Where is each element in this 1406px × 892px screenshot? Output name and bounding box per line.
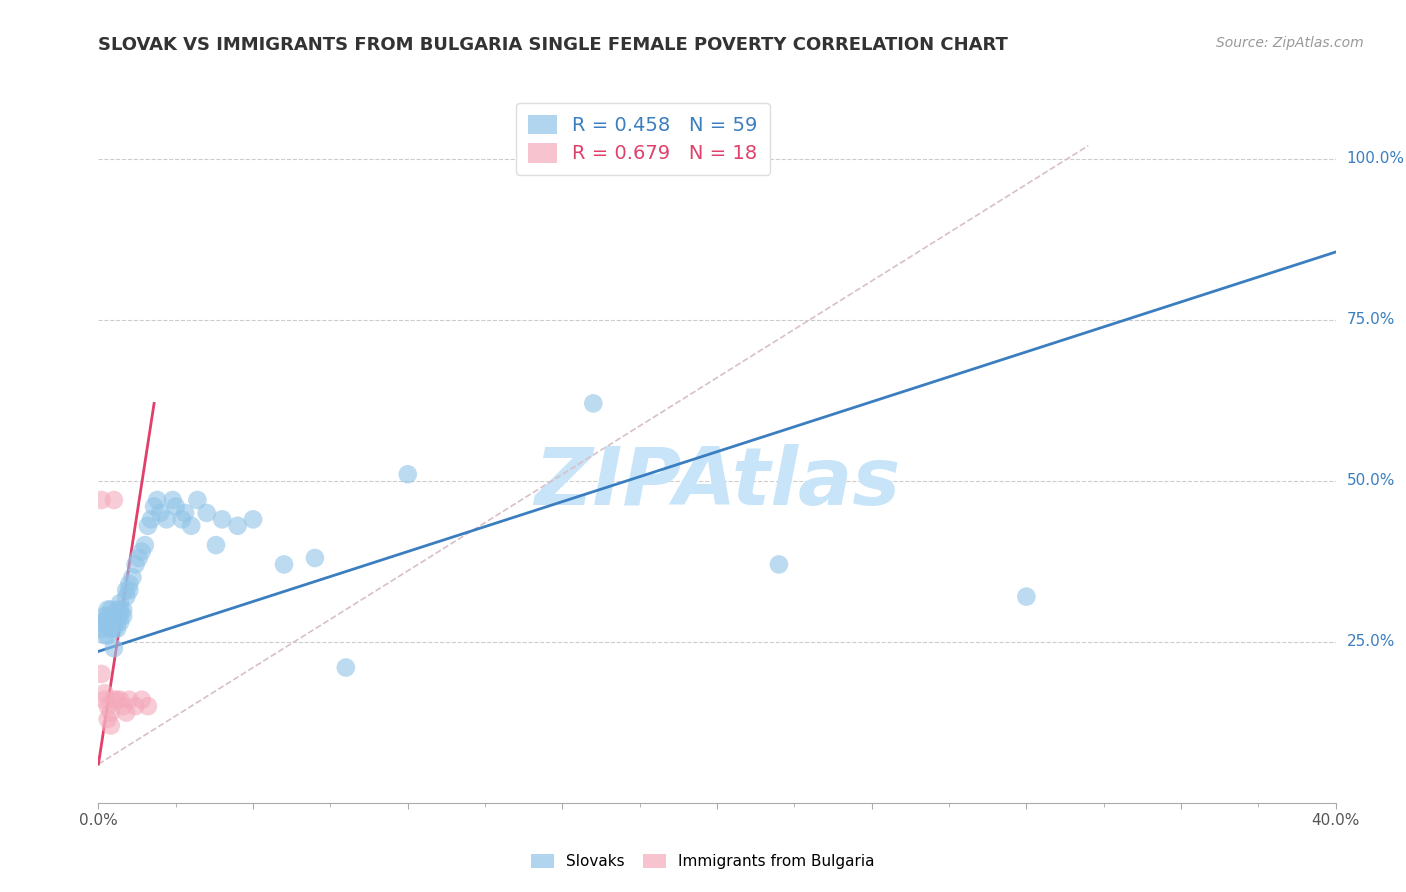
Point	[105, 615, 128, 630]
Point	[100, 706, 122, 720]
Point	[90, 493, 112, 508]
Point	[97, 609, 120, 624]
Point	[97, 712, 120, 726]
Point	[105, 609, 128, 624]
Point	[131, 544, 153, 558]
Point	[93, 692, 115, 706]
Point	[108, 615, 131, 630]
Point	[128, 551, 150, 566]
Point	[112, 609, 135, 624]
Point	[108, 692, 131, 706]
Point	[273, 558, 295, 572]
Point	[195, 506, 218, 520]
Point	[242, 512, 264, 526]
Point	[103, 609, 125, 624]
Point	[582, 396, 605, 410]
Point	[149, 506, 172, 520]
Point	[768, 558, 790, 572]
Point	[100, 718, 122, 732]
Point	[93, 686, 115, 700]
Point	[165, 500, 187, 514]
Point	[100, 615, 122, 630]
Point	[1015, 590, 1038, 604]
Point	[93, 628, 115, 642]
Point	[146, 493, 169, 508]
Text: 100.0%: 100.0%	[1347, 151, 1405, 166]
Point	[90, 667, 112, 681]
Point	[136, 699, 159, 714]
Point	[103, 493, 125, 508]
Point	[115, 590, 138, 604]
Legend: R = 0.458   N = 59, R = 0.679   N = 18: R = 0.458 N = 59, R = 0.679 N = 18	[516, 103, 769, 175]
Point	[304, 551, 326, 566]
Point	[90, 615, 112, 630]
Point	[143, 500, 166, 514]
Point	[97, 699, 120, 714]
Point	[124, 558, 146, 572]
Text: 25.0%: 25.0%	[1347, 634, 1395, 649]
Point	[121, 570, 143, 584]
Point	[93, 609, 115, 624]
Point	[118, 576, 141, 591]
Point	[108, 602, 131, 616]
Point	[211, 512, 233, 526]
Point	[396, 467, 419, 482]
Point	[134, 538, 156, 552]
Point	[186, 493, 208, 508]
Point	[180, 518, 202, 533]
Point	[118, 692, 141, 706]
Point	[124, 699, 146, 714]
Point	[205, 538, 228, 552]
Point	[118, 583, 141, 598]
Point	[139, 512, 162, 526]
Point	[174, 506, 197, 520]
Point	[115, 706, 138, 720]
Text: SLOVAK VS IMMIGRANTS FROM BULGARIA SINGLE FEMALE POVERTY CORRELATION CHART: SLOVAK VS IMMIGRANTS FROM BULGARIA SINGL…	[98, 36, 1008, 54]
Point	[93, 615, 115, 630]
Point	[105, 692, 128, 706]
Point	[108, 609, 131, 624]
Point	[90, 622, 112, 636]
Text: 75.0%: 75.0%	[1347, 312, 1395, 327]
Point	[103, 615, 125, 630]
Point	[136, 518, 159, 533]
Point	[97, 602, 120, 616]
Point	[103, 641, 125, 656]
Point	[100, 602, 122, 616]
Point	[170, 512, 193, 526]
Point	[162, 493, 184, 508]
Point	[105, 622, 128, 636]
Point	[115, 583, 138, 598]
Point	[131, 692, 153, 706]
Point	[112, 699, 135, 714]
Text: Source: ZipAtlas.com: Source: ZipAtlas.com	[1216, 36, 1364, 50]
Point	[155, 512, 177, 526]
Text: 50.0%: 50.0%	[1347, 473, 1395, 488]
Point	[335, 660, 357, 674]
Point	[112, 602, 135, 616]
Point	[108, 596, 131, 610]
Point	[97, 615, 120, 630]
Point	[100, 622, 122, 636]
Point	[226, 518, 249, 533]
Point	[103, 692, 125, 706]
Point	[105, 602, 128, 616]
Point	[97, 628, 120, 642]
Point	[103, 622, 125, 636]
Legend: Slovaks, Immigrants from Bulgaria: Slovaks, Immigrants from Bulgaria	[524, 847, 882, 875]
Text: ZIPAtlas: ZIPAtlas	[534, 443, 900, 522]
